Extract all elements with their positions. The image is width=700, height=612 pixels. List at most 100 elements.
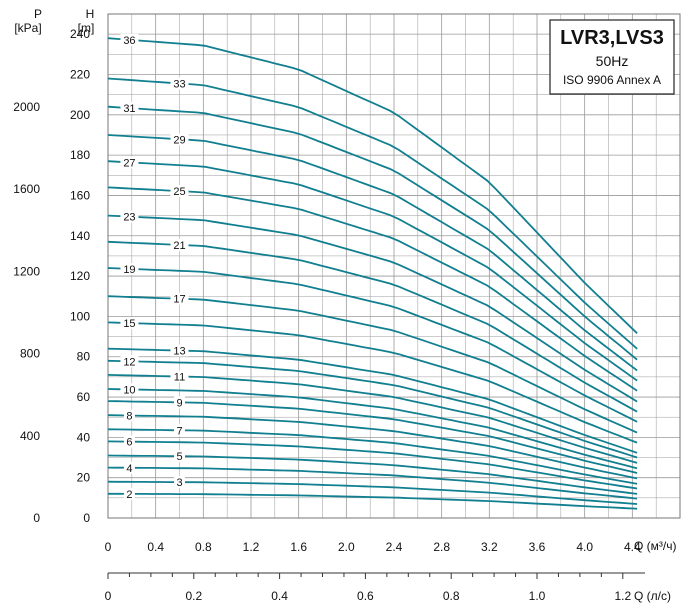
head-axis-unit: [m] (78, 21, 95, 35)
flow-tick-label: 1.2 (243, 540, 260, 554)
pump-curve-17 (107, 295, 638, 434)
pump-curve-7 (107, 428, 638, 485)
pump-curve-31 (107, 105, 638, 361)
curve-label-bg (123, 409, 135, 422)
curve-label-bg (170, 185, 189, 198)
title-box-frame (549, 19, 675, 95)
head-axis-ticks: 0 20 40 60 80 100 120 140 160 180 200 220 240 (70, 27, 90, 525)
curve-label-bg (123, 435, 135, 448)
pump-curve-11 (107, 374, 638, 464)
flow-axis-ticks: 0 0.4 0.8 1.2 1.6 2.0 2.4 2.8 3.2 3.6 4.0 4.4 (105, 540, 641, 554)
pressure-axis-unit: [kPa] (14, 21, 41, 35)
head-tick-label: 220 (70, 67, 90, 81)
curve-label-11: 11 (174, 371, 185, 383)
flow-ls-axis: 0 0.2 0.4 0.6 0.8 1.0 1.2 (105, 572, 645, 603)
flow-tick-label: 0.4 (147, 540, 164, 554)
pump-curve-6 (107, 440, 638, 490)
chart-title: LVR3,LVS3 (560, 27, 664, 49)
curve-label-5: 5 (176, 451, 182, 463)
curve-label-12: 12 (123, 356, 135, 368)
flow-tick-label: 4.0 (576, 540, 593, 554)
curve-label-bg (123, 461, 135, 474)
head-tick-label: 180 (70, 148, 90, 162)
flow-ls-tick-label: 0.4 (271, 589, 288, 603)
curve-label-bg (120, 102, 139, 115)
head-tick-label: 60 (77, 390, 91, 404)
curve-label-10: 10 (123, 384, 135, 396)
flow-ls-tick-label: 0.6 (357, 589, 374, 603)
pump-curve-8 (107, 414, 638, 480)
curve-label-13: 13 (173, 346, 185, 358)
pump-curve-2 (108, 492, 638, 510)
flow-tick-label: 0 (105, 540, 112, 554)
curve-label-bg (120, 355, 139, 368)
flow-tick-label: 2.8 (433, 540, 450, 554)
curve-label-31: 31 (123, 103, 135, 115)
curve-label-bg (120, 262, 139, 275)
flow-axis-label: Q (м³/ч) (634, 539, 677, 553)
curve-label-bg (170, 238, 189, 251)
pump-curve-9 (107, 400, 638, 474)
pressure-tick-label: 1600 (13, 182, 40, 196)
flow-ls-tick-label: 0.2 (185, 589, 202, 603)
pump-curve-36 (107, 37, 638, 334)
head-tick-label: 80 (77, 350, 91, 364)
curve-label-29: 29 (173, 134, 185, 146)
pressure-tick-label: 800 (20, 347, 40, 361)
curve-label-bg (123, 487, 135, 500)
curve-label-bg (120, 317, 139, 330)
head-tick-label: 40 (77, 430, 91, 444)
flow-ls-tick-label: 0.8 (443, 589, 460, 603)
curve-label-19: 19 (123, 264, 135, 276)
flow-tick-label: 3.6 (529, 540, 546, 554)
plot-frame (107, 13, 681, 519)
pump-curve-21 (107, 240, 638, 413)
pressure-tick-label: 2000 (13, 100, 40, 114)
pressure-tick-label: 400 (20, 429, 40, 443)
pressure-tick-label: 1200 (13, 264, 40, 278)
flow-tick-label: 1.6 (290, 540, 307, 554)
curve-label-bg (170, 370, 189, 383)
curve-label-bg (170, 77, 189, 90)
curve-label-36: 36 (123, 35, 135, 47)
flow-ls-tick-label: 0 (105, 589, 112, 603)
curve-label-23: 23 (123, 212, 135, 224)
head-tick-label: 240 (70, 27, 90, 41)
pump-curve-23 (107, 214, 638, 403)
curve-label-bg (120, 33, 139, 46)
curves (107, 37, 638, 510)
pump-curve-25 (107, 186, 638, 392)
chart-standard: ISO 9906 Annex A (563, 73, 661, 87)
pump-curve-10 (107, 388, 638, 470)
pump-curve-29 (107, 134, 638, 372)
curve-label-bg (170, 133, 189, 146)
curve-label-25: 25 (173, 186, 185, 198)
curve-label-bg (174, 450, 185, 463)
curve-label-bg (174, 396, 185, 409)
flow-tick-label: 3.2 (481, 540, 498, 554)
flow-tick-label: 2.0 (338, 540, 355, 554)
chart-subtitle: 50Hz (596, 53, 629, 69)
head-tick-label: 200 (70, 108, 90, 122)
head-tick-label: 0 (83, 511, 90, 525)
curve-label-bg (120, 210, 139, 223)
curve-label-15: 15 (123, 318, 135, 330)
pump-curve-27 (107, 160, 638, 382)
curve-label-33: 33 (173, 78, 185, 90)
pump-curve-4 (107, 466, 638, 500)
title-box: LVR3,LVS3 50Hz ISO 9906 Annex A (549, 19, 675, 95)
pump-curve-19 (107, 267, 638, 423)
curve-label-bg (174, 424, 185, 437)
curve-label-6: 6 (126, 437, 132, 449)
curve-label-4: 4 (126, 463, 132, 475)
flow-tick-label: 4.4 (624, 540, 641, 554)
curve-label-bg (170, 344, 189, 357)
curve-label-bg (170, 292, 189, 305)
flow-ls-axis-label: Q (л/с) (634, 589, 671, 603)
curve-label-2: 2 (126, 489, 132, 501)
flow-tick-label: 2.4 (386, 540, 403, 554)
curve-label-27: 27 (123, 157, 135, 169)
flow-ls-tick-label: 1.0 (529, 589, 546, 603)
